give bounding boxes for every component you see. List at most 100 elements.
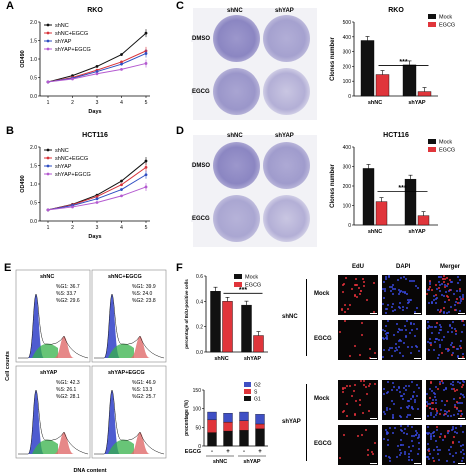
nucleus-dot bbox=[459, 296, 462, 299]
edu-dot bbox=[354, 344, 356, 347]
nucleus-dot bbox=[454, 427, 457, 430]
edu-dot bbox=[428, 397, 431, 400]
nucleus-dot bbox=[438, 338, 441, 341]
nucleus-dot bbox=[428, 302, 431, 305]
legend-label: shNC+EGCG bbox=[55, 31, 88, 37]
nucleus-dot bbox=[411, 408, 414, 411]
nucleus-dot bbox=[461, 412, 464, 415]
micrograph bbox=[426, 320, 466, 360]
nucleus-dot bbox=[411, 405, 414, 408]
nucleus-dot bbox=[431, 457, 434, 460]
nucleus-dot bbox=[429, 282, 432, 285]
nucleus-dot bbox=[443, 311, 446, 314]
nucleus-dot bbox=[417, 287, 420, 290]
nucleus-dot bbox=[410, 345, 413, 348]
nucleus-dot bbox=[391, 283, 394, 286]
nucleus-dot bbox=[411, 435, 414, 438]
nucleus-dot bbox=[458, 310, 461, 313]
edu-dot bbox=[435, 284, 438, 287]
edu-dot bbox=[340, 309, 343, 312]
edu-dot bbox=[442, 306, 445, 309]
nucleus-dot bbox=[455, 308, 458, 311]
nucleus-dot bbox=[382, 387, 385, 390]
edu-dot bbox=[374, 442, 377, 445]
edu-dot bbox=[366, 453, 369, 456]
edu-dot bbox=[346, 385, 349, 388]
edu-dot bbox=[358, 293, 361, 296]
edu-dot bbox=[447, 282, 450, 285]
y-axis-label: precentage (%) bbox=[184, 400, 190, 436]
x-axis-label: Days bbox=[88, 234, 101, 240]
g1-percentage: %G1: 42.3 bbox=[56, 380, 80, 386]
nucleus-dot bbox=[385, 325, 388, 328]
nucleus-dot bbox=[393, 288, 396, 291]
s-region bbox=[32, 343, 58, 358]
nucleus-dot bbox=[440, 283, 443, 286]
nucleus-dot bbox=[451, 380, 454, 383]
nucleus-dot bbox=[445, 285, 448, 288]
s-percentage: %S: 13.3 bbox=[132, 387, 153, 393]
nucleus-dot bbox=[439, 432, 442, 435]
nucleus-dot bbox=[415, 345, 418, 348]
nucleus-dot bbox=[430, 433, 433, 436]
bar bbox=[375, 201, 388, 226]
edu-dot bbox=[445, 400, 448, 403]
nucleus-dot bbox=[406, 293, 409, 296]
nucleus-dot bbox=[411, 425, 414, 428]
nucleus-dot bbox=[393, 427, 396, 430]
nucleus-dot bbox=[433, 349, 436, 352]
data-point bbox=[120, 179, 123, 183]
nucleus-dot bbox=[450, 289, 453, 292]
x-tick-label: 4 bbox=[120, 100, 123, 106]
nucleus-dot bbox=[435, 446, 438, 449]
nucleus-dot bbox=[384, 429, 387, 432]
nucleus-dot bbox=[392, 381, 395, 384]
nucleus-dot bbox=[451, 281, 454, 284]
edu-dot bbox=[356, 283, 359, 286]
nucleus-dot bbox=[411, 380, 414, 383]
nucleus-dot bbox=[398, 302, 401, 305]
x-tick-label: 1 bbox=[47, 225, 50, 231]
y-tick-label: 0.2 bbox=[196, 325, 203, 331]
nucleus-dot bbox=[438, 346, 441, 349]
data-point bbox=[120, 67, 123, 71]
edu-dot bbox=[348, 303, 351, 306]
edu-dot bbox=[452, 436, 455, 439]
nucleus-dot bbox=[415, 432, 418, 435]
legend-swatch bbox=[234, 282, 242, 287]
nucleus-dot bbox=[391, 310, 394, 313]
legend-label: shNC+EGCG bbox=[55, 156, 88, 162]
edu-dot bbox=[354, 293, 357, 296]
nucleus-dot bbox=[437, 354, 440, 357]
nucleus-dot bbox=[433, 435, 436, 438]
edu-dot bbox=[430, 289, 433, 292]
nucleus-dot bbox=[417, 434, 420, 437]
nucleus-dot bbox=[407, 445, 410, 448]
edu-dot bbox=[358, 287, 361, 290]
data-point bbox=[95, 201, 99, 204]
g1-percentage: %G1: 46.9 bbox=[132, 380, 156, 386]
nucleus-dot bbox=[382, 336, 384, 339]
g2-percentage: %G2: 28.1 bbox=[56, 394, 80, 400]
nucleus-dot bbox=[388, 456, 391, 459]
scale-bar bbox=[414, 418, 421, 419]
micrograph bbox=[338, 320, 378, 360]
x-axis-label: Days bbox=[88, 109, 101, 115]
nucleus-dot bbox=[398, 340, 401, 343]
nucleus-dot bbox=[417, 407, 420, 410]
edu-dot bbox=[443, 286, 446, 289]
nucleus-dot bbox=[389, 346, 392, 349]
nucleus-dot bbox=[407, 298, 410, 301]
edu-dot bbox=[343, 303, 346, 306]
stacked-segment bbox=[223, 430, 233, 447]
nucleus-dot bbox=[390, 389, 393, 392]
stacked-segment bbox=[255, 428, 265, 447]
nucleus-dot bbox=[398, 293, 401, 296]
edu-dot bbox=[448, 289, 451, 292]
nucleus-dot bbox=[426, 442, 429, 445]
nucleus-dot bbox=[426, 432, 429, 435]
edu-dot bbox=[427, 288, 430, 291]
edu-dot bbox=[429, 382, 432, 385]
x-tick-label: shNC bbox=[368, 229, 382, 235]
edu-dot bbox=[452, 441, 455, 444]
